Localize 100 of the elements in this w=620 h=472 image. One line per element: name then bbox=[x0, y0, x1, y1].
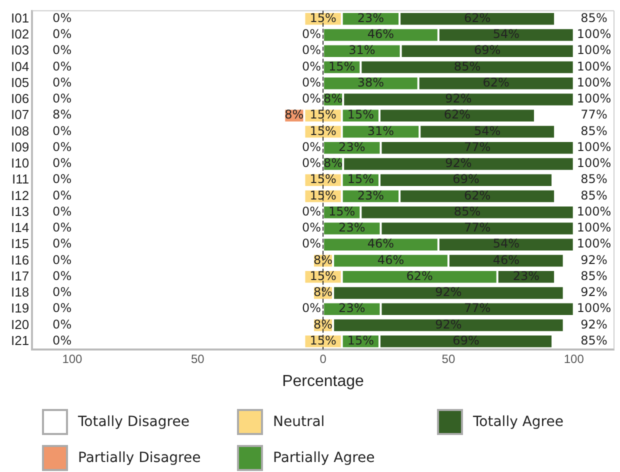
x-tick-label: 100 bbox=[564, 352, 584, 366]
data-label: 8% bbox=[314, 285, 333, 300]
data-label: 23% bbox=[357, 10, 384, 25]
text: 0% bbox=[52, 10, 72, 25]
text: 0% bbox=[52, 92, 72, 106]
y-tick-label: I05 bbox=[10, 74, 30, 90]
data-label: 0% bbox=[302, 220, 322, 235]
text: 0% bbox=[52, 236, 72, 251]
data-label: 0% bbox=[302, 204, 322, 218]
text: 77% bbox=[580, 108, 608, 122]
text: 0% bbox=[52, 285, 72, 300]
data-label: 92% bbox=[435, 285, 462, 300]
data-label: 54% bbox=[492, 27, 520, 42]
y-tick-label: I08 bbox=[10, 123, 30, 138]
data-label: 23% bbox=[512, 268, 540, 283]
y-tick-label: I02 bbox=[10, 26, 30, 42]
data-label: 38% bbox=[357, 75, 384, 90]
y-tick-label: I21 bbox=[10, 332, 30, 348]
x-tick-label: 50 bbox=[190, 352, 205, 366]
x-tick-label: 100 bbox=[62, 352, 83, 366]
data-label: 15% bbox=[310, 188, 336, 202]
y-tick-label: I06 bbox=[10, 91, 30, 106]
data-label: 15% bbox=[310, 10, 336, 25]
text: 0% bbox=[52, 75, 72, 90]
x-tick-label: 50 bbox=[442, 352, 456, 366]
data-label: 62% bbox=[406, 268, 433, 283]
text: 0% bbox=[52, 43, 72, 58]
data-label: 0% bbox=[302, 236, 322, 251]
x-axis-title: Percentage bbox=[282, 372, 364, 390]
data-label: 46% bbox=[377, 252, 404, 267]
text: 100% bbox=[576, 220, 612, 235]
data-label: 23% bbox=[338, 220, 366, 235]
data-label: 15% bbox=[310, 333, 336, 348]
data-label: 0% bbox=[302, 59, 322, 74]
y-tick-label: I14 bbox=[10, 220, 30, 236]
text: 92% bbox=[580, 252, 608, 267]
data-label: 0% bbox=[302, 156, 322, 170]
data-label: 62% bbox=[464, 10, 491, 25]
data-label: 92% bbox=[445, 156, 472, 170]
legend-label: Totally Disagree bbox=[78, 414, 190, 430]
y-tick-label: I10 bbox=[10, 156, 30, 171]
text: 85% bbox=[580, 268, 608, 283]
text: 85% bbox=[580, 10, 608, 25]
text: 100% bbox=[576, 27, 612, 42]
data-label: 15% bbox=[328, 204, 356, 218]
y-tick-label: I01 bbox=[10, 10, 30, 26]
y-tick-label: I03 bbox=[10, 42, 30, 58]
data-label: 15% bbox=[310, 172, 336, 186]
y-tick-label: I13 bbox=[10, 204, 30, 219]
text: 0% bbox=[52, 317, 72, 332]
data-label: 46% bbox=[367, 236, 394, 251]
text: 0% bbox=[52, 172, 72, 186]
data-label: 85% bbox=[454, 59, 481, 74]
y-tick-label: I16 bbox=[10, 252, 30, 268]
legend-label: Totally Agree bbox=[473, 414, 564, 430]
text: 0% bbox=[52, 301, 72, 316]
data-label: 92% bbox=[435, 317, 462, 332]
y-tick-label: I17 bbox=[10, 268, 30, 284]
text: 0% bbox=[52, 59, 72, 74]
text: 0% bbox=[52, 252, 72, 267]
data-label: 23% bbox=[357, 188, 384, 202]
text: 100% bbox=[576, 92, 612, 106]
text: 100% bbox=[576, 59, 612, 74]
text: 0% bbox=[52, 124, 72, 138]
text: 85% bbox=[580, 172, 608, 186]
data-label: 8% bbox=[324, 156, 343, 170]
data-label: 0% bbox=[302, 140, 322, 154]
text: 85% bbox=[580, 333, 608, 348]
text: 0% bbox=[52, 204, 72, 218]
data-label: 62% bbox=[464, 188, 491, 202]
data-label: 0% bbox=[302, 92, 322, 106]
y-tick-label: I12 bbox=[10, 188, 30, 203]
y-tick-label: I09 bbox=[10, 139, 30, 154]
data-label: 46% bbox=[492, 252, 520, 267]
data-label: 77% bbox=[464, 140, 491, 154]
text: 0% bbox=[52, 27, 72, 42]
legend-label: Partially Agree bbox=[273, 450, 375, 466]
data-label: 46% bbox=[367, 27, 394, 42]
data-label: 8% bbox=[314, 317, 333, 332]
data-label: 0% bbox=[302, 43, 322, 58]
text: 100% bbox=[576, 236, 612, 251]
y-tick-label: I18 bbox=[10, 284, 30, 300]
y-tick-label: I15 bbox=[10, 236, 30, 252]
y-tick-label: I11 bbox=[12, 172, 30, 187]
data-label: 0% bbox=[302, 75, 322, 90]
data-label: 85% bbox=[454, 204, 481, 218]
data-label: 31% bbox=[367, 124, 394, 138]
data-label: 23% bbox=[338, 301, 366, 316]
text: 92% bbox=[580, 285, 608, 300]
text: 100% bbox=[576, 204, 612, 218]
data-label: 15% bbox=[310, 108, 336, 122]
data-label: 15% bbox=[328, 59, 356, 74]
data-label: 62% bbox=[482, 75, 510, 90]
text: 8% bbox=[52, 108, 72, 122]
text: 85% bbox=[580, 188, 608, 202]
text: 100% bbox=[576, 75, 612, 90]
text: 0% bbox=[52, 333, 72, 348]
data-label: 15% bbox=[310, 268, 336, 283]
data-label: 92% bbox=[445, 92, 472, 106]
legend-label: Partially Disagree bbox=[78, 450, 201, 466]
